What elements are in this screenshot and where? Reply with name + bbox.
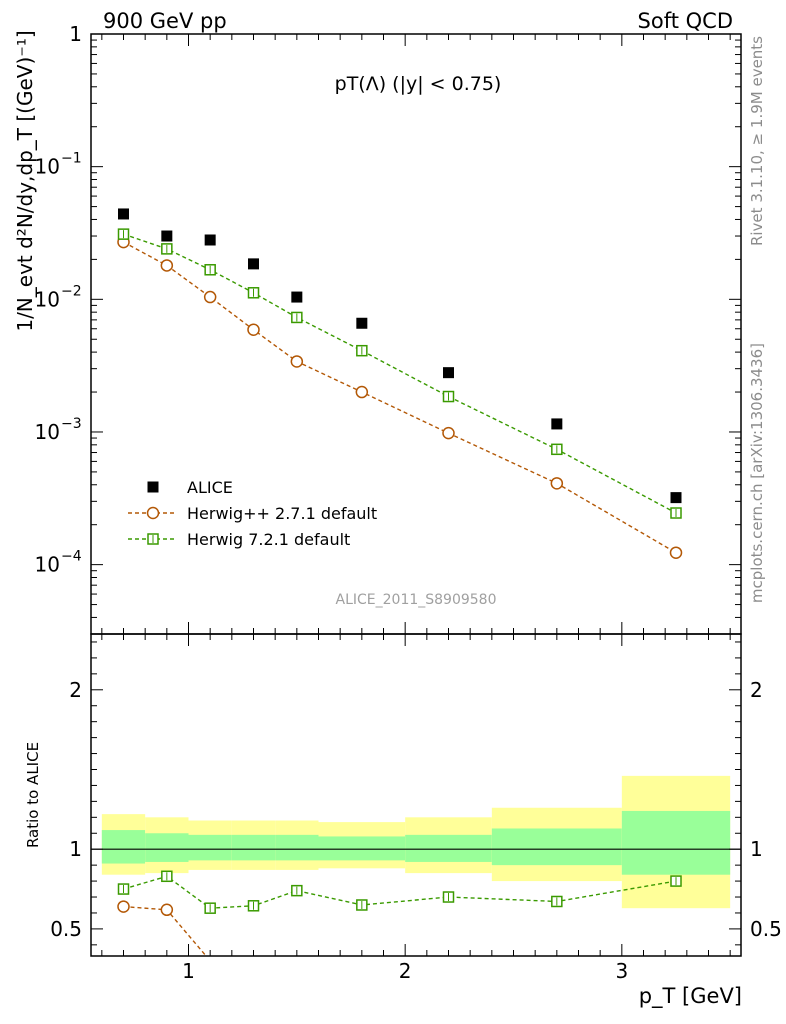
data-point: [161, 230, 173, 242]
data-point: [204, 234, 216, 246]
top-y-tick-label: 10: [35, 420, 60, 444]
ratio-y-axis-label: Ratio to ALICE: [24, 742, 42, 848]
data-point: [248, 258, 259, 270]
data-point: [670, 492, 682, 504]
ratio-y-tick-label-right: 0.5: [750, 917, 782, 941]
data-point: [442, 426, 455, 440]
top-series: [117, 208, 683, 559]
ratio-series: [117, 870, 682, 956]
analysis-watermark: ALICE_2011_S8909580: [336, 592, 497, 608]
ratio-axes: 1 2 3 0.5 0.5 1 1 2 2: [50, 634, 782, 983]
data-point: [356, 317, 368, 329]
top-y-tick-label: 10: [35, 287, 60, 311]
data-point: [118, 208, 129, 220]
legend-label: Herwig++ 2.7.1 default: [187, 504, 377, 523]
ratio-y-tick-label-right: 2: [750, 678, 763, 702]
plot-title: pT(Λ) (|y| < 0.75): [335, 73, 502, 95]
top-y-axis-label: 1/N_evt d²N/dy,dp_T [(GeV)⁻¹]: [13, 30, 37, 331]
data-point: [160, 259, 174, 272]
ratio-bands: [101, 775, 731, 909]
mcplots-reference-text: mcplots.cern.ch [arXiv:1306.3436]: [748, 343, 766, 603]
x-tick-label: 2: [399, 959, 412, 983]
rivet-version-text: Rivet 3.1.10, ≥ 1.9M events: [748, 36, 766, 246]
data-point: [203, 290, 217, 304]
x-tick-label: 1: [182, 959, 195, 983]
ratio-series-clipped: [117, 870, 682, 956]
ratio-y-tick-label: 1: [69, 837, 82, 861]
data-point: [247, 323, 260, 336]
ratio-y-tick-label-right: 1: [750, 837, 763, 861]
ratio-y-tick-label: 2: [69, 678, 82, 702]
ratio-series-line: [123, 875, 677, 909]
data-point: [443, 367, 454, 379]
uncertainty-band-inner: [188, 834, 232, 861]
data-point: [551, 418, 563, 430]
data-point: [355, 385, 369, 399]
top-y-tick-exponent: −2: [61, 283, 82, 299]
legend-marker: [146, 506, 160, 520]
uncertainty-band-inner: [101, 830, 146, 864]
data-point: [291, 291, 303, 303]
top-y-tick-label: 10: [35, 553, 60, 577]
x-axis-label: p_T [GeV]: [639, 984, 742, 1009]
top-y-tick-exponent: −1: [61, 151, 82, 167]
ratio-point: [160, 903, 174, 917]
legend-label: ALICE: [187, 478, 233, 497]
top-axes: 110−110−210−310−4: [35, 22, 741, 635]
header-right: Soft QCD: [638, 9, 733, 33]
uncertainty-band-inner: [275, 834, 319, 861]
top-y-tick-label: 10: [35, 155, 60, 179]
legend-label: Herwig 7.2.1 default: [187, 530, 350, 549]
header-left: 900 GeV pp: [103, 9, 227, 33]
legend-marker: [147, 481, 159, 493]
data-point: [290, 355, 304, 368]
legend: ALICE Herwig++ 2.7.1 default Herwig 7.2.1 …: [128, 478, 377, 549]
ratio-panel-frame: [90, 633, 742, 957]
ratio-point: [117, 900, 130, 913]
uncertainty-band-inner: [621, 810, 731, 875]
x-tick-label: 3: [615, 959, 628, 983]
top-y-tick-label: 1: [69, 22, 82, 46]
data-point: [550, 477, 564, 490]
uncertainty-band-inner: [231, 834, 276, 861]
uncertainty-band-inner: [318, 836, 406, 861]
series-line: [123, 233, 677, 514]
uncertainty-band-inner: [491, 828, 622, 866]
data-point: [669, 546, 683, 559]
ratio-y-tick-label: 0.5: [50, 917, 82, 941]
top-y-tick-exponent: −3: [61, 416, 82, 432]
uncertainty-band-inner: [145, 833, 189, 862]
uncertainty-band-inner: [405, 834, 492, 862]
top-y-tick-exponent: −4: [61, 549, 82, 565]
